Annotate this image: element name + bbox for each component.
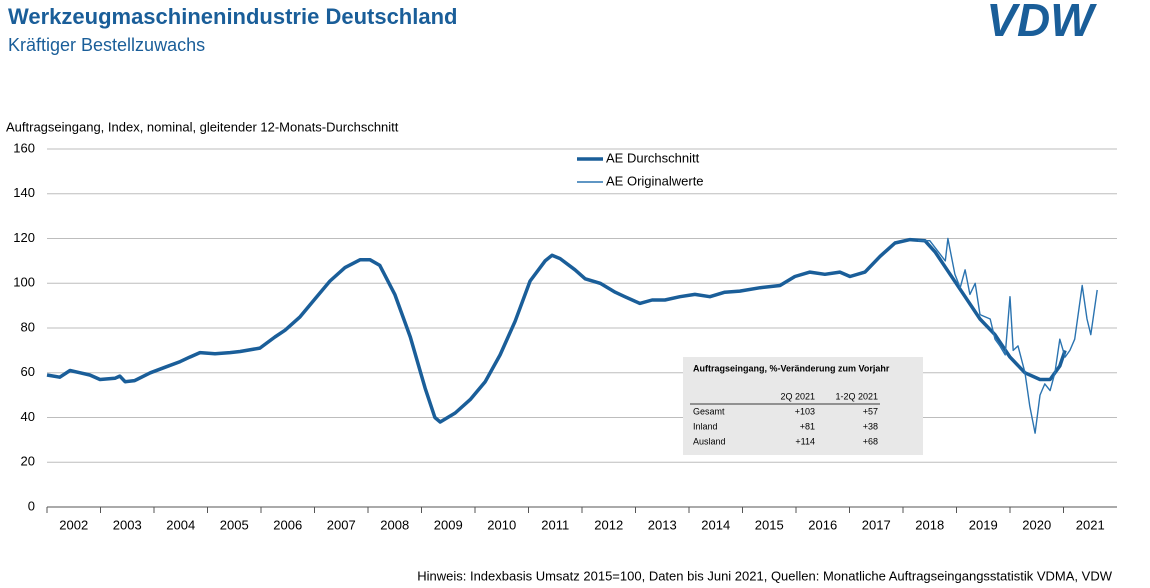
table-cell: Ausland	[693, 436, 726, 446]
table-header: 1-2Q 2021	[835, 391, 878, 401]
x-tick-label: 2014	[701, 517, 730, 532]
series-line	[46, 237, 1067, 424]
table-cell: Inland	[693, 421, 718, 431]
table-cell: +81	[800, 421, 815, 431]
y-tick-label: 60	[21, 364, 35, 379]
y-tick-label: 80	[21, 319, 35, 334]
table-header: 2Q 2021	[780, 391, 815, 401]
title: Werkzeugmaschinenindustrie Deutschland	[8, 4, 457, 29]
table-cell: +38	[863, 421, 878, 431]
y-tick-label: 160	[13, 140, 35, 155]
x-tick-label: 2015	[755, 517, 784, 532]
legend-label: AE Originalwerte	[606, 173, 704, 188]
table-cell: +57	[863, 406, 878, 416]
x-tick-label: 2020	[1022, 517, 1051, 532]
y-tick-label: 100	[13, 275, 35, 290]
x-tick-label: 2008	[380, 517, 409, 532]
x-tick-label: 2018	[915, 517, 944, 532]
table-cell: +68	[863, 436, 878, 446]
table-rows: Gesamt +103 +57 Inland +81 +38 Ausland +114 +68	[693, 406, 878, 446]
x-tick-label: 2003	[113, 517, 142, 532]
x-tick-label: 2007	[327, 517, 356, 532]
table-cell: Gesamt	[693, 406, 725, 416]
x-tick-label: 2005	[220, 517, 249, 532]
y-tick-label: 0	[28, 498, 35, 513]
table-title: Auftragseingang, %-Veränderung zum Vorja…	[693, 363, 890, 373]
series-line	[918, 237, 1098, 434]
x-tick-label: 2017	[862, 517, 891, 532]
logo: VDW	[986, 0, 1097, 46]
x-tick-label: 2009	[434, 517, 463, 532]
table-cell: +103	[795, 406, 815, 416]
x-tick-label: 2012	[594, 517, 623, 532]
y-tick-label: 120	[13, 230, 35, 245]
x-tick-label: 2013	[648, 517, 677, 532]
subtitle: Kräftiger Bestellzuwachs	[8, 35, 205, 55]
y-axis-title: Auftragseingang, Index, nominal, gleiten…	[6, 119, 399, 134]
x-tick-label: 2004	[166, 517, 195, 532]
y-tick-label: 20	[21, 454, 35, 469]
x-tick-label: 2006	[273, 517, 302, 532]
table-box	[683, 357, 923, 455]
x-tick-label: 2016	[808, 517, 837, 532]
plot: 0 20 40 60 80 100 120 140 160 2002 2003 2004 2005 200…	[13, 140, 1117, 532]
x-tick-label: 2010	[487, 517, 516, 532]
x-tick-label: 2021	[1076, 517, 1105, 532]
legend-label: AE Durchschnitt	[606, 150, 700, 165]
footnote: Hinweis: Indexbasis Umsatz 2015=100, Dat…	[417, 568, 1113, 583]
x-tick-label: 2019	[969, 517, 998, 532]
y-tick-label: 40	[21, 409, 35, 424]
x-tick-label: 2002	[59, 517, 88, 532]
table-cell: +114	[795, 436, 815, 446]
y-tick-label: 140	[13, 185, 35, 200]
x-tick-label: 2011	[541, 517, 569, 532]
